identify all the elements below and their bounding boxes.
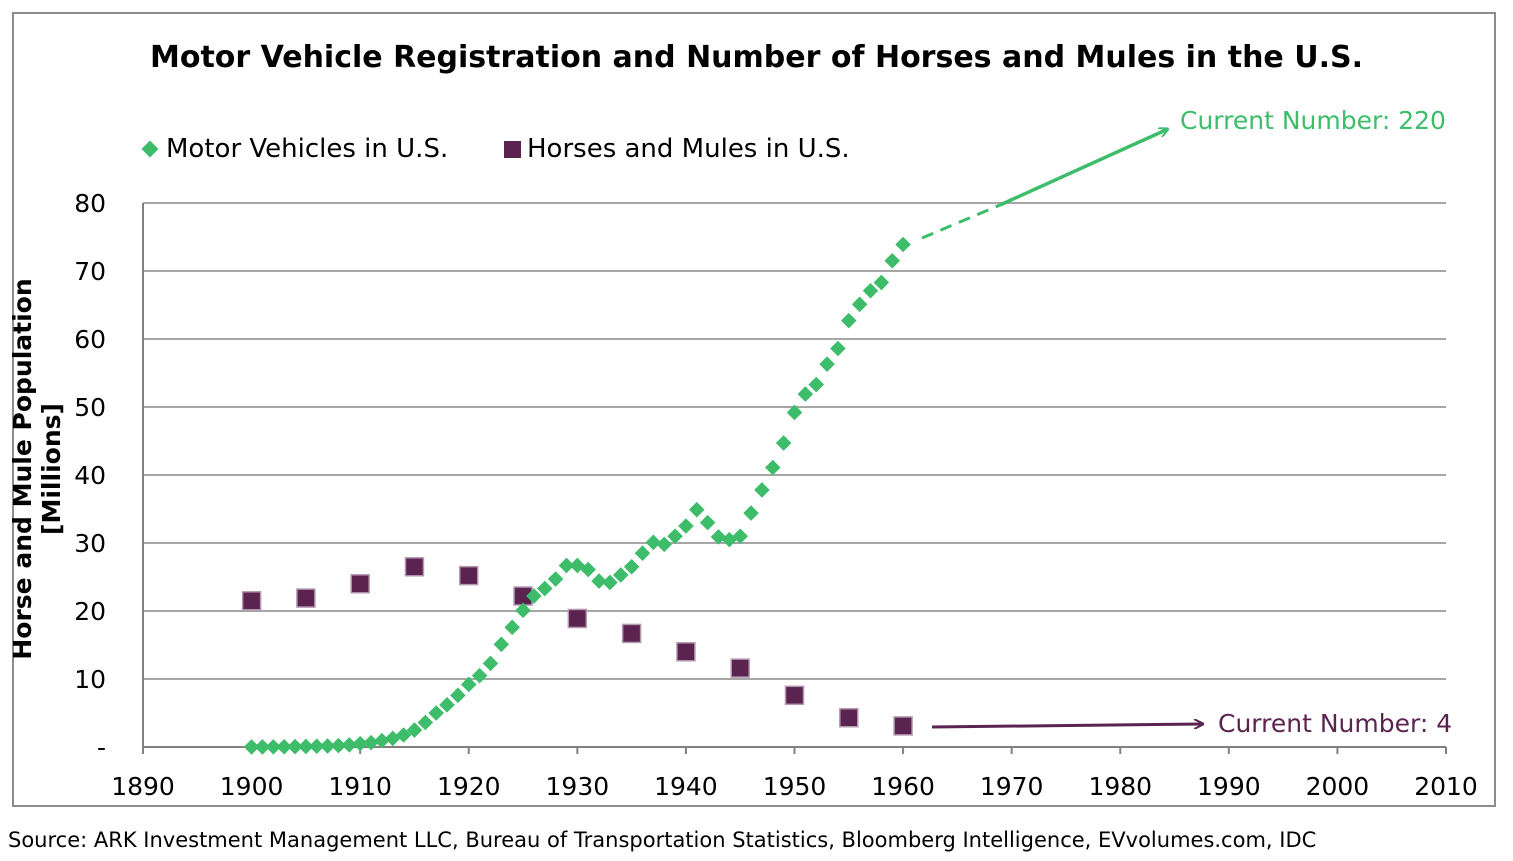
y-tick-label: 60 — [74, 325, 106, 354]
grid-layer — [143, 202, 1446, 680]
motor-vehicle-point — [743, 505, 759, 521]
motor-vehicle-point — [515, 602, 531, 619]
motor-vehicle-point — [873, 274, 890, 291]
marker-layer — [241, 236, 913, 755]
legend-diamond-icon — [141, 140, 159, 158]
horse-point — [350, 574, 370, 594]
motor-vehicle-point — [895, 236, 911, 253]
x-tick-label: 1940 — [654, 772, 718, 801]
x-tick-label: 1900 — [220, 772, 284, 801]
horse-point — [839, 708, 859, 728]
x-tick-label: 1960 — [871, 772, 935, 801]
horse-point — [567, 608, 588, 629]
y-tick-label: 10 — [74, 665, 106, 694]
motor-vehicle-point — [482, 655, 499, 672]
motor-vehicle-point — [612, 567, 629, 583]
motor-vehicle-point — [656, 536, 672, 553]
motor-vehicle-point — [830, 340, 846, 357]
motor-vehicle-point — [710, 529, 727, 545]
motor-vehicle-point — [808, 376, 824, 393]
horse-point — [459, 565, 479, 586]
motor-vehicle-point — [732, 528, 748, 544]
x-tick-label: 1980 — [1088, 772, 1152, 801]
x-tick-label: 1910 — [328, 772, 392, 801]
motor-vehicle-point — [797, 386, 814, 402]
x-tick-label: 2000 — [1306, 772, 1370, 801]
x-tick-label: 1930 — [546, 772, 610, 801]
y-axis-label: Horse and Mule Population [Millions] — [8, 278, 66, 660]
legend-square-icon — [504, 140, 521, 158]
motor-vehicle-point — [526, 588, 542, 604]
motor-trend-arrow — [999, 129, 1168, 207]
motor-vehicle-point — [645, 534, 662, 551]
source-note: Source: ARK Investment Management LLC, B… — [8, 828, 1317, 852]
motor-vehicle-point — [471, 667, 488, 684]
motor-vehicle-point — [504, 619, 520, 636]
horse-point — [621, 623, 642, 644]
motor-vehicle-point — [493, 636, 510, 653]
annotation-horse-current: Current Number: 4 — [1218, 709, 1453, 738]
y-tick-label: 30 — [74, 529, 106, 558]
motor-vehicle-point — [667, 528, 683, 544]
motor-vehicle-point — [428, 705, 444, 721]
arrow-layer — [921, 129, 1203, 727]
x-tick-label: 1890 — [111, 772, 175, 801]
annotation-motor-current: Current Number: 220 — [1180, 106, 1446, 135]
motor-vehicle-point — [819, 356, 835, 372]
x-tick-label: 1990 — [1197, 772, 1261, 801]
horse-point — [784, 685, 805, 706]
x-tick-label: 1970 — [980, 772, 1044, 801]
motor-vehicle-point — [841, 312, 857, 329]
motor-vehicle-point — [688, 501, 705, 518]
motor-vehicle-point — [602, 574, 618, 591]
horse-point — [676, 642, 696, 662]
motor-vehicle-point — [634, 545, 651, 561]
horse-point — [404, 557, 425, 577]
axis-layer: - 10 20 30 40 50 60 70 80 1890 1900 1910 1920 1930 194… — [74, 189, 1478, 801]
motor-vehicle-point — [547, 571, 564, 587]
horse-point — [296, 588, 316, 608]
legend-label-horses-mules: Horses and Mules in U.S. — [527, 134, 850, 164]
motor-vehicle-point — [884, 253, 901, 269]
motor-vehicle-point — [439, 697, 455, 713]
legend-item-motor-vehicles: Motor Vehicles in U.S. — [141, 134, 449, 164]
y-tick-label: - — [97, 733, 106, 762]
motor-vehicle-point — [623, 559, 640, 575]
y-tick-label: 50 — [74, 393, 106, 422]
chart-frame — [12, 12, 1496, 807]
x-tick-label: 1950 — [763, 772, 827, 801]
motor-vehicle-point — [536, 580, 553, 597]
chart-title: Motor Vehicle Registration and Number of… — [150, 40, 1363, 75]
motor-vehicle-point — [851, 296, 868, 313]
horse-point — [730, 658, 750, 678]
motor-vehicle-point — [243, 739, 260, 755]
y-tick-label: 80 — [74, 189, 106, 218]
motor-vehicle-point — [699, 514, 716, 531]
y-tick-label: 70 — [74, 257, 106, 286]
y-tick-label: 20 — [74, 597, 106, 626]
motor-vehicle-point — [591, 573, 607, 589]
motor-vehicle-point — [754, 482, 770, 498]
legend-label-motor-vehicles: Motor Vehicles in U.S. — [166, 134, 449, 164]
x-tick-label: 1920 — [437, 772, 501, 801]
horse-point — [241, 591, 262, 611]
horse-trend-arrow — [931, 724, 1203, 727]
motor-trend-dashed — [921, 203, 1001, 240]
legend-item-horses-mules: Horses and Mules in U.S. — [504, 134, 850, 164]
x-tick-label: 2010 — [1414, 772, 1478, 801]
motor-vehicle-point — [765, 459, 781, 476]
y-tick-label: 40 — [74, 461, 106, 490]
motor-vehicle-point — [558, 557, 575, 574]
horse-point — [893, 716, 913, 736]
motor-vehicle-point — [580, 561, 596, 578]
motor-vehicle-point — [862, 282, 879, 299]
motor-vehicle-point — [775, 435, 792, 451]
motor-vehicle-point — [678, 518, 694, 534]
motor-vehicle-point — [450, 687, 466, 704]
